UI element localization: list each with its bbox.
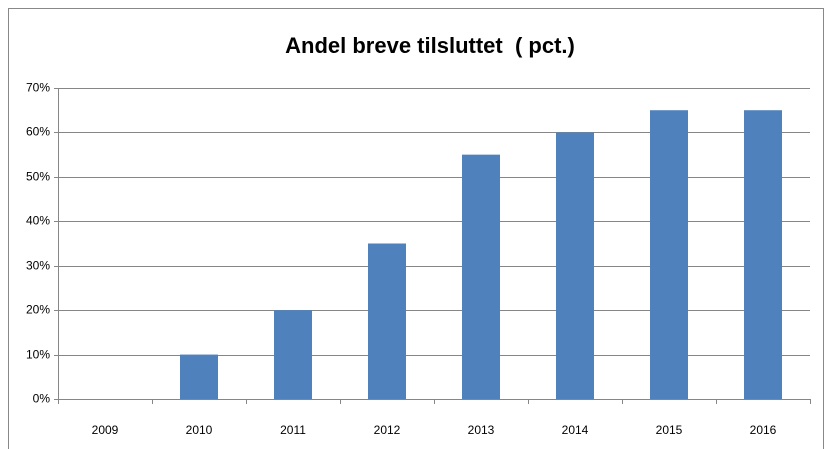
chart-title: Andel breve tilsluttet ( pct.)	[285, 33, 575, 58]
x-tick-label: 2010	[186, 423, 213, 437]
y-tick-label: 50%	[26, 170, 50, 184]
x-tick-label: 2011	[280, 423, 306, 437]
bar	[462, 154, 500, 399]
x-tick-label: 2015	[656, 423, 683, 437]
bar	[368, 243, 406, 399]
x-tick-label: 2016	[750, 423, 777, 437]
x-tick-label: 2013	[468, 423, 495, 437]
x-tick-label: 2009	[92, 423, 119, 437]
x-tick-label: 2014	[562, 423, 589, 437]
bar	[556, 132, 594, 399]
y-tick-label: 10%	[26, 348, 50, 362]
y-tick-label: 0%	[33, 392, 51, 406]
y-tick-label: 20%	[26, 303, 50, 317]
y-tick-label: 30%	[26, 259, 50, 273]
y-tick-label: 70%	[26, 81, 50, 95]
chart-frame	[8, 8, 824, 449]
bar	[650, 110, 688, 399]
y-tick-label: 40%	[26, 214, 50, 228]
y-tick-label: 60%	[26, 125, 50, 139]
x-tick-label: 2012	[374, 423, 401, 437]
bar	[274, 310, 312, 399]
bar	[744, 110, 782, 399]
bar	[180, 354, 218, 399]
